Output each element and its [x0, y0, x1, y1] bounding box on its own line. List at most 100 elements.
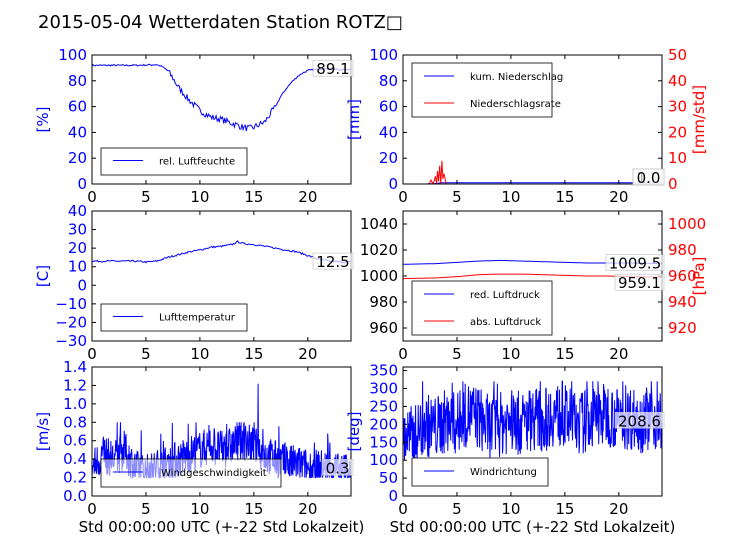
x-tick-label: 10 [190, 500, 209, 518]
y-tick-label: 1.2 [63, 376, 87, 394]
last-value-label: 0.3 [326, 459, 350, 477]
x-tick-label: 20 [609, 345, 628, 363]
y-tick-label: 150 [369, 433, 398, 451]
panel-2: 0 5 10 15 20 0 20 40 60 80 100 0 10 20 30 40 50 [mm] [mm/s… [345, 46, 708, 206]
legend-label: abs. Luftdruck [470, 317, 541, 328]
last-value-label-box [312, 59, 354, 77]
y-tick-label: 30 [68, 221, 87, 239]
y-tick-label: 0 [77, 175, 87, 193]
y-tick-label: 0 [77, 276, 87, 294]
y-tick-label: 1000 [360, 267, 398, 285]
x-axis-label: Std 00:00:00 UTC (+-22 Std Lokalzeit) [79, 518, 365, 536]
y-tick-label: −10 [55, 295, 87, 313]
y-tick-label-right: 920 [668, 319, 697, 337]
y-tick-label-right: 20 [668, 123, 687, 141]
y-tick-label-right: 960 [668, 267, 697, 285]
y-tick-label-right: 0 [668, 175, 678, 193]
legend-label: Lufttemperatur [159, 313, 236, 324]
legend-box [411, 62, 553, 118]
legend-box [100, 303, 248, 332]
y-tick-label: 1.4 [63, 358, 87, 376]
y-tick-label: 40 [68, 123, 87, 141]
y-tick-label: 100 [58, 46, 87, 64]
legend-label: rel. Luftfeuchte [159, 157, 235, 168]
last-value-label-right-box [614, 273, 665, 291]
y-tick-label-right: 980 [668, 241, 697, 259]
y-tick-label: 60 [68, 98, 87, 116]
y-tick-label: −20 [55, 313, 87, 331]
x-tick-label: 20 [298, 345, 317, 363]
y-tick-label: 10 [68, 258, 87, 276]
x-tick-label: 5 [141, 500, 151, 518]
x-tick-label: 10 [190, 188, 209, 206]
x-tick-label: 5 [452, 500, 462, 518]
x-tick-label: 0 [398, 188, 408, 206]
y-tick-label: 0.8 [63, 413, 87, 431]
legend-box [411, 280, 553, 336]
y-tick-label-right: 40 [668, 72, 687, 90]
panel-4: 0 5 10 15 20 960 980 1000 1020 1040 920 940 960 980 10… [360, 210, 708, 363]
y-tick-label: 60 [379, 98, 398, 116]
last-value-label-box [321, 459, 354, 476]
x-tick-label: 15 [555, 188, 574, 206]
x-tick-label: 0 [398, 500, 408, 518]
y-tick-label: 20 [68, 239, 87, 257]
y-tick-label: 300 [369, 380, 398, 398]
y-tick-label-right: 1000 [668, 215, 706, 233]
last-value-label-box [614, 411, 665, 429]
y-tick-label: 1.0 [63, 395, 87, 413]
series-line-1 [92, 63, 351, 132]
y-tick-label-right: 10 [668, 149, 687, 167]
x-tick-label: 5 [141, 188, 151, 206]
y-tick-label: 0 [388, 175, 398, 193]
y-tick-label: 20 [379, 149, 398, 167]
y-axis-label: [C] [34, 265, 52, 287]
legend-box [411, 457, 549, 487]
x-tick-label: 10 [501, 345, 520, 363]
panel-3: 0 5 10 15 20−30−20−10010203040[C]Lufttempera… [34, 202, 354, 363]
y-axis-label-right: [mm/std] [690, 85, 708, 154]
x-tick-label: 15 [555, 345, 574, 363]
legend-label: red. Luftdruck [470, 290, 540, 301]
x-tick-label: 15 [244, 345, 263, 363]
x-tick-label: 20 [298, 500, 317, 518]
y-tick-label: 0 [388, 487, 398, 505]
last-value-label-right: 0.0 [637, 169, 661, 187]
y-axis-label-right: [hPa] [690, 257, 708, 296]
y-tick-label: −30 [55, 332, 87, 350]
x-tick-label: 5 [141, 345, 151, 363]
plot-frame [402, 366, 663, 497]
y-tick-label: 250 [369, 397, 398, 415]
legend-box [100, 147, 248, 176]
last-value-label-right: 959.1 [618, 274, 661, 292]
panel-5: 0 5 10 15 20 0.00.20.40.60.81.01.21.4 [m/s] Std… [34, 358, 364, 536]
y-tick-label: 0.0 [63, 487, 87, 505]
y-axis-label: [deg] [345, 412, 363, 452]
x-tick-label: 0 [87, 188, 97, 206]
y-tick-label: 40 [379, 123, 398, 141]
legend-label: Niederschlagsrate [470, 99, 561, 110]
y-tick-label: 350 [369, 362, 398, 380]
y-tick-label: 80 [379, 72, 398, 90]
last-value-label-box [312, 252, 354, 270]
figure-title: 2015-05-04 Wetterdaten Station ROTZ□ [38, 12, 403, 33]
y-tick-label: 960 [369, 319, 398, 337]
y-tick-label: 80 [68, 72, 87, 90]
x-tick-label: 15 [244, 188, 263, 206]
x-tick-label: 0 [87, 345, 97, 363]
y-tick-label: 50 [379, 469, 398, 487]
y-tick-label: 20 [68, 149, 87, 167]
y-tick-label: 0.6 [63, 432, 87, 450]
series-line-1 [92, 240, 351, 264]
plot-frame [91, 366, 352, 497]
y-tick-label: 40 [68, 202, 87, 220]
x-tick-label: 20 [609, 500, 628, 518]
plot-frame [91, 54, 352, 185]
y-tick-label: 980 [369, 293, 398, 311]
x-tick-label: 5 [452, 188, 462, 206]
y-axis-label: [mm] [345, 99, 363, 140]
x-tick-label: 0 [87, 500, 97, 518]
y-tick-label-right: 30 [668, 98, 687, 116]
legend-box [100, 458, 282, 488]
